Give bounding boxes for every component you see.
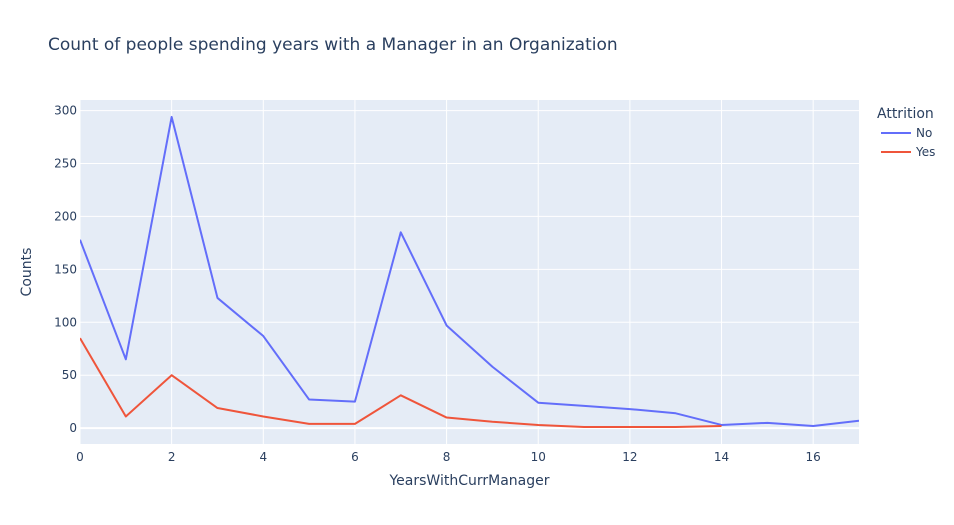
x-tick-label: 2 xyxy=(168,450,176,464)
plot-area xyxy=(80,100,859,444)
x-tick-label: 4 xyxy=(259,450,267,464)
x-tick-labels: 0 2 4 6 8 10 12 14 16 xyxy=(76,450,821,464)
x-tick-label: 8 xyxy=(443,450,451,464)
x-tick-label: 12 xyxy=(622,450,637,464)
y-tick-label: 250 xyxy=(54,157,77,171)
x-tick-label: 0 xyxy=(76,450,84,464)
series-lines xyxy=(80,115,859,429)
legend-title: Attrition xyxy=(877,106,934,122)
y-tick-label: 100 xyxy=(54,315,77,329)
y-tick-labels: 0 50 100 150 200 250 300 xyxy=(54,104,77,436)
y-tick-label: 0 xyxy=(69,421,77,435)
y-tick-label: 150 xyxy=(54,262,77,276)
x-tick-label: 14 xyxy=(714,450,729,464)
legend: Attrition No Yes xyxy=(877,106,935,159)
x-tick-label: 10 xyxy=(531,450,546,464)
series-line-no xyxy=(80,115,859,428)
x-axis-title: YearsWithCurrManager xyxy=(388,473,549,489)
y-tick-label: 200 xyxy=(54,209,77,223)
chart-title: Count of people spending years with a Ma… xyxy=(48,35,618,55)
y-gridlines xyxy=(80,110,859,430)
legend-label-no: No xyxy=(916,126,932,140)
x-gridlines xyxy=(79,100,814,444)
series-line-yes xyxy=(80,337,722,429)
y-axis-title: Counts xyxy=(19,248,35,297)
y-tick-label: 300 xyxy=(54,104,77,118)
legend-label-yes: Yes xyxy=(915,145,935,159)
y-tick-label: 50 xyxy=(62,368,77,382)
x-tick-label: 16 xyxy=(806,450,821,464)
x-tick-label: 6 xyxy=(351,450,359,464)
